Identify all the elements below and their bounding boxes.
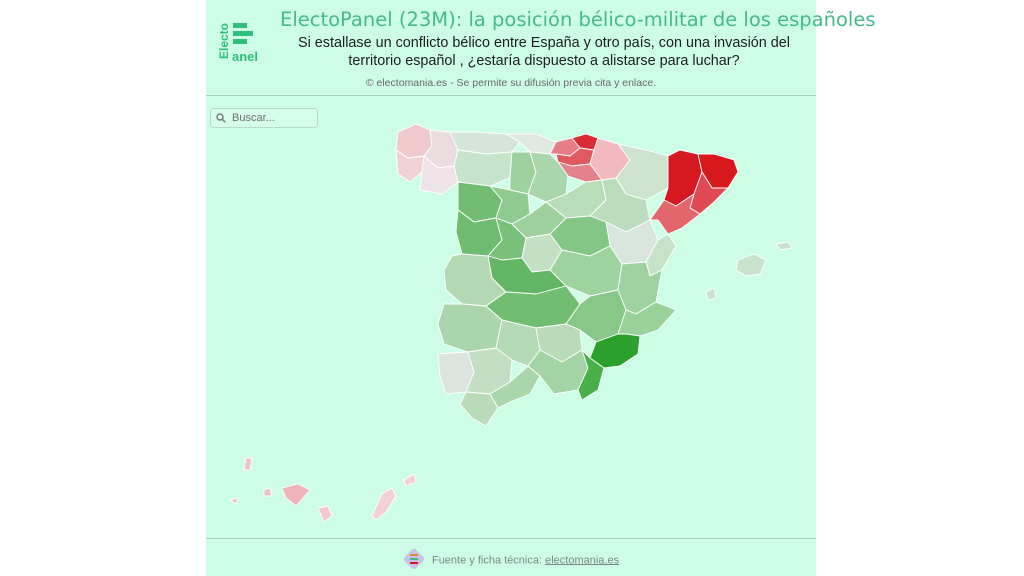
panel: Electo anel ElectoPanel (23M): la posici… [206, 0, 875, 576]
spain-provinces-map [229, 123, 793, 523]
province-almeria[interactable] [577, 349, 605, 401]
search-input[interactable] [230, 112, 316, 124]
footer: Fuente y ficha técnica: electomania.es [206, 548, 816, 573]
province-mallorca[interactable] [735, 253, 767, 277]
province-menorca[interactable] [775, 241, 793, 251]
province-lanzarote[interactable] [403, 473, 417, 487]
electopanel-logo: Electo anel [217, 20, 270, 64]
province-el-hierro[interactable] [229, 497, 239, 505]
logo-vertical-text: Electo [217, 23, 231, 60]
electomania-logo-icon [403, 548, 425, 573]
province-tenerife[interactable] [281, 483, 311, 507]
question-subtitle: Si estallase un conflicto bélico entre E… [298, 35, 790, 69]
province-la-palma[interactable] [243, 457, 253, 471]
page-title: ElectoPanel (23M): la posición bélico-mi… [280, 8, 876, 31]
footer-label: Fuente y ficha técnica: [431, 554, 543, 567]
logo-bars-icon [233, 23, 253, 47]
logo-word: anel [232, 49, 259, 64]
search-icon [216, 113, 230, 123]
province-ibiza[interactable] [705, 287, 717, 301]
copyright-note: © electomania.es - Se permite su difusió… [365, 77, 657, 89]
province-la-gomera[interactable] [263, 487, 273, 497]
footer-link[interactable]: electomania.es [545, 554, 620, 567]
footer-divider [206, 538, 816, 539]
province-leon[interactable] [453, 149, 513, 187]
province-fuerteventura[interactable] [371, 487, 397, 521]
province-tarragona[interactable] [649, 193, 701, 235]
province-malaga[interactable] [489, 365, 541, 409]
search-box[interactable] [210, 108, 318, 128]
header-divider [206, 95, 816, 96]
province-gran-canaria[interactable] [317, 505, 333, 523]
